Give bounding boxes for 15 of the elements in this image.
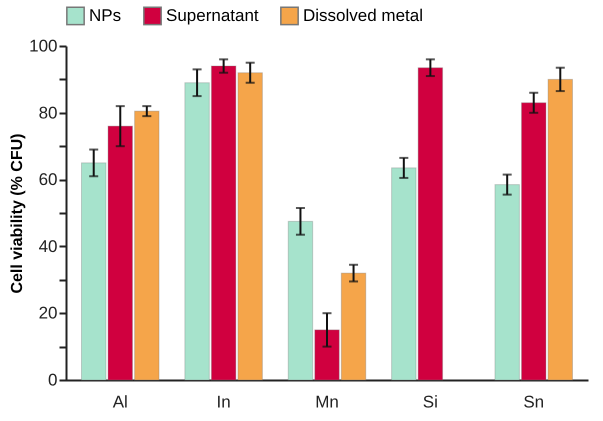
y-tick-label: 0 xyxy=(48,370,58,390)
y-axis-title: Cell viability (% CFU) xyxy=(9,133,26,294)
x-tick-label: Sn xyxy=(523,392,544,412)
legend-label: Supernatant xyxy=(166,6,259,25)
legend-label: NPs xyxy=(89,6,122,25)
y-tick-label: 60 xyxy=(38,170,58,190)
x-tick-label: Mn xyxy=(315,392,339,412)
x-tick-label: Al xyxy=(112,392,128,412)
y-tick-label: 40 xyxy=(38,236,58,256)
y-tick-label: 20 xyxy=(38,304,58,323)
legend-label: Dissolved metal xyxy=(303,6,423,25)
x-tick-label: In xyxy=(216,392,231,412)
x-tick-label: Si xyxy=(422,392,438,412)
y-tick-label: 100 xyxy=(29,36,58,56)
y-tick-label: 80 xyxy=(38,103,58,122)
